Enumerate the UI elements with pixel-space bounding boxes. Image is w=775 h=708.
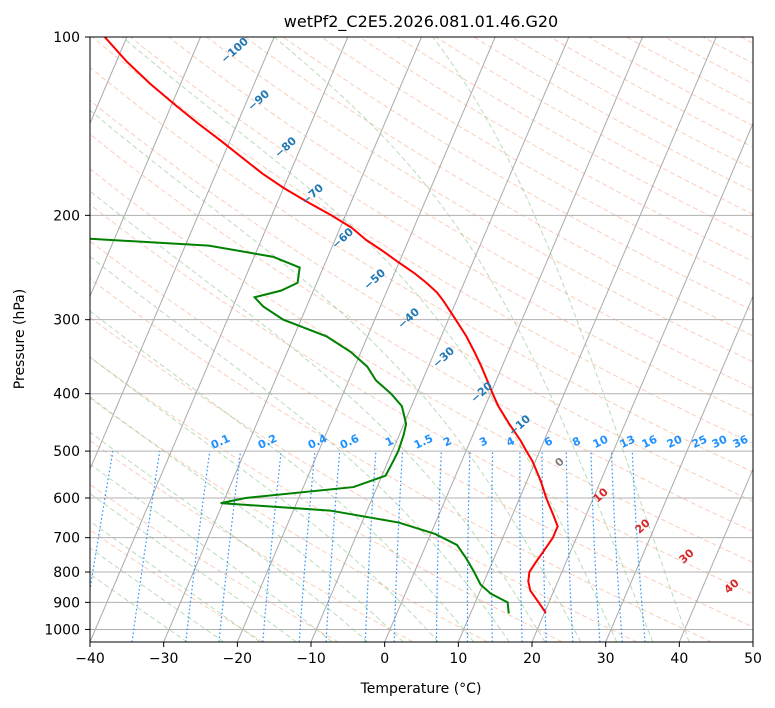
mixing-ratio-label: 30 <box>710 433 730 451</box>
dry-adiabat <box>90 483 339 642</box>
isotherm-line <box>752 640 753 642</box>
dry-adiabat <box>90 66 753 473</box>
y-tick-label: 900 <box>53 595 80 611</box>
mixing-ratio-label: 36 <box>731 433 751 451</box>
plot-frame <box>89 36 754 643</box>
x-axis-title: Temperature (°C) <box>360 681 482 697</box>
dry-adiabat <box>90 240 753 628</box>
dry-adiabat <box>511 37 753 170</box>
x-tick-label: 20 <box>523 651 541 667</box>
dry-adiabat <box>359 37 753 262</box>
x-tick-label: 30 <box>597 651 615 667</box>
y-tick-label: 1000 <box>44 622 80 638</box>
y-tick-label: 800 <box>53 565 80 581</box>
mixing-ratio-label: 10 <box>591 433 611 451</box>
moist-adiabat <box>273 37 654 642</box>
mixing-ratio-line <box>185 451 211 642</box>
dry-adiabat <box>90 529 264 642</box>
moist-adiabat <box>432 37 690 642</box>
dry-adiabat <box>130 37 753 417</box>
y-tick-label: 100 <box>53 30 80 46</box>
mixing-ratio-label: 25 <box>690 433 709 451</box>
chart-title: wetPf2_C2E5.2026.081.01.46.G20 <box>284 12 558 32</box>
dry-adiabat <box>320 37 753 287</box>
isotherm-line <box>163 37 422 642</box>
y-tick-label: 300 <box>53 313 80 329</box>
mixing-ratio-line <box>218 451 242 642</box>
dry-adiabat <box>90 203 753 595</box>
dry-adiabat <box>90 168 753 563</box>
y-axis-title: Pressure (hPa) <box>12 289 28 389</box>
moist-adiabat <box>90 255 510 642</box>
y-tick-label: 200 <box>53 208 80 224</box>
x-tick-label: 50 <box>744 651 762 667</box>
x-axis: −40 −30 −20 −10 0 10 20 30 40 50 <box>75 642 762 667</box>
dry-adiabat <box>206 37 753 363</box>
dry-adiabat <box>90 278 712 642</box>
isotherm-line <box>457 37 717 642</box>
moist-adiabat <box>90 573 188 642</box>
dry-adiabat <box>473 37 753 193</box>
profile-series <box>90 37 559 614</box>
x-tick-label: −40 <box>75 651 105 667</box>
mixing-ratio-label: 20 <box>665 433 685 451</box>
mixing-ratio-label: 13 <box>618 433 637 451</box>
mixing-ratio-label: 16 <box>640 433 660 451</box>
temperature-profile-line <box>103 37 559 614</box>
isotherm-line <box>90 37 349 642</box>
mixing-ratio-line <box>90 450 114 594</box>
moist-adiabat <box>90 310 475 642</box>
y-tick-label: 700 <box>53 531 80 547</box>
x-tick-label: 10 <box>449 651 467 667</box>
dewpoint-profile-line <box>90 188 510 614</box>
isotherm-line <box>605 295 753 642</box>
moist-adiabat <box>90 190 546 642</box>
isotherm-line <box>531 122 753 642</box>
x-tick-label: 40 <box>670 651 688 667</box>
isotherm-line <box>90 37 275 471</box>
isotherm-line <box>236 37 496 642</box>
moist-adiabat <box>90 356 439 642</box>
moist-adiabat <box>90 431 368 642</box>
moist-adiabat <box>90 109 582 642</box>
dry-adiabat <box>244 37 753 337</box>
isotherm-line <box>384 37 643 642</box>
x-tick-label: 0 <box>380 651 389 667</box>
x-tick-label: −20 <box>223 651 253 667</box>
plot-background <box>90 37 753 642</box>
y-axis: 100 200 300 400 500 600 700 800 900 1000 <box>44 30 90 638</box>
x-tick-label: −10 <box>296 651 326 667</box>
mixing-ratio-line <box>131 451 161 642</box>
moist-adiabat <box>90 520 261 642</box>
moist-adiabat <box>90 463 333 642</box>
y-tick-label: 600 <box>53 491 80 507</box>
y-tick-label: 400 <box>53 387 80 403</box>
x-tick-label: −30 <box>149 651 179 667</box>
y-tick-label: 500 <box>53 444 80 460</box>
isotherm-line <box>310 37 570 642</box>
moist-adiabat <box>90 547 225 642</box>
isotherm-line <box>90 37 201 298</box>
dry-adiabat <box>90 133 753 533</box>
isotherm-line <box>678 467 753 642</box>
